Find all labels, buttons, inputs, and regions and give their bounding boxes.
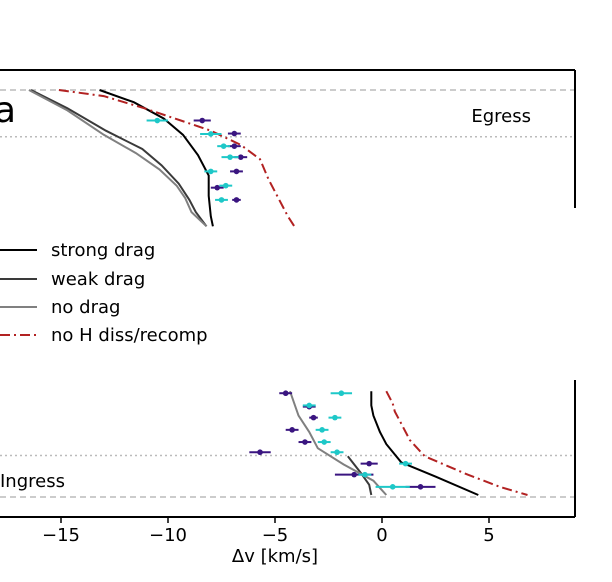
obs-obs-cyan-1-point (208, 131, 214, 137)
obs-obs-dark-2-point (231, 143, 238, 149)
obs-obs-dark-11-point (302, 439, 308, 445)
obs-obs-cyan-4-point (208, 168, 214, 175)
series-no-drag-segment-0 (28, 89, 208, 228)
obs-obs-dark-3-point (237, 154, 244, 160)
legend-label-no-h: no H diss/recomp (51, 325, 208, 346)
series-weak-drag-segment-1 (347, 455, 373, 496)
x-tick-label-1: −10 (149, 525, 187, 546)
obs-obs-dark-6-point (233, 197, 240, 203)
obs-obs-dark-4-point (233, 168, 240, 175)
series-no-h-segment-0 (58, 89, 296, 227)
obs-obs-cyan-7-point (338, 390, 345, 397)
obs-obs-dark-9-point (310, 414, 317, 421)
x-ticks: −15 −10 −5 0 5 (42, 517, 495, 546)
panel-label: a (0, 90, 16, 131)
obs-obs-cyan-12-point (334, 449, 340, 456)
obs-obs-cyan-9-point (332, 414, 338, 421)
reference-lines (0, 89, 575, 498)
x-tick-label-2: −5 (262, 525, 289, 546)
legend-handles (0, 249, 37, 336)
obs-obs-cyan-11-point (321, 439, 328, 445)
obs-obs-dark-7-point (282, 390, 289, 397)
obs-obs-cyan-15-point (389, 484, 396, 490)
obs-obs-dark-5-point (214, 184, 221, 191)
obs-obs-cyan-5-point (222, 182, 229, 189)
x-tick-label-0: −15 (42, 525, 80, 546)
region-label-ingress: Ingress (0, 471, 65, 492)
obs-obs-cyan-10-point (319, 427, 325, 433)
obs-obs-cyan-3-point (227, 154, 233, 160)
obs-obs-dark-13-point (366, 460, 372, 467)
legend-label-no-drag: no drag (51, 297, 120, 318)
model-curves (28, 89, 528, 496)
legend-label-weak-drag: weak drag (51, 269, 145, 290)
legend-label-strong-drag: strong drag (51, 240, 155, 261)
obs-obs-dark-15-point (417, 484, 424, 490)
obs-obs-dark-10-point (289, 427, 295, 433)
obs-obs-cyan-14-point (362, 471, 368, 478)
legend: strong drag weak drag no drag no H diss/… (0, 240, 208, 346)
series-strong-drag-segment-1 (370, 391, 479, 496)
x-tick-label-4: 5 (483, 525, 494, 546)
obs-obs-cyan-8-point (306, 402, 313, 409)
obs-obs-cyan-2-point (220, 143, 227, 149)
observations (146, 117, 436, 490)
obs-obs-dark-0-point (199, 117, 206, 124)
obs-obs-dark-1-point (231, 130, 238, 137)
x-axis-label: Δv [km/s] (232, 546, 318, 567)
obs-obs-cyan-0-point (154, 117, 161, 124)
series-strong-drag-segment-0 (99, 89, 214, 227)
series-weak-drag-segment-0 (30, 89, 208, 227)
x-tick-label-3: 0 (376, 525, 387, 546)
obs-obs-dark-14-point (351, 471, 357, 478)
series-no-h-segment-1 (385, 390, 528, 496)
obs-obs-dark-12-point (257, 449, 263, 456)
region-label-egress: Egress (471, 106, 531, 127)
obs-obs-cyan-13-point (402, 460, 409, 467)
series-no-drag-segment-1 (289, 390, 388, 496)
obs-obs-cyan-6-point (218, 197, 225, 203)
